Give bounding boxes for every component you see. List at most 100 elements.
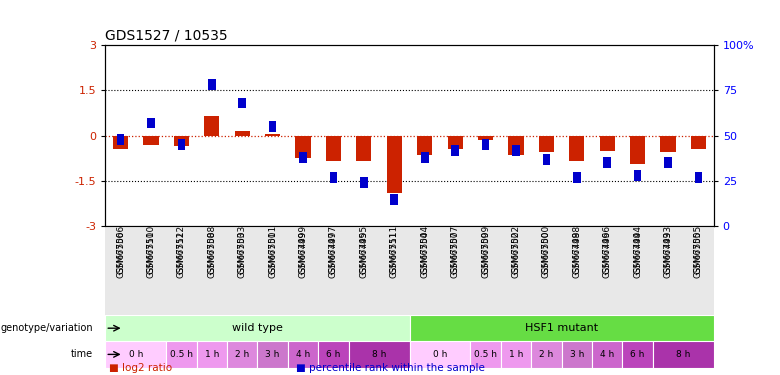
Bar <box>634 170 641 181</box>
Text: GSM67510: GSM67510 <box>147 231 155 278</box>
Text: 4 h: 4 h <box>296 350 310 359</box>
Bar <box>592 341 622 368</box>
Text: GSM67505: GSM67505 <box>694 231 703 278</box>
Text: 3 h: 3 h <box>265 350 280 359</box>
Text: ■ log2 ratio: ■ log2 ratio <box>109 363 172 373</box>
Bar <box>543 154 550 165</box>
Bar <box>269 121 276 132</box>
Text: ■ percentile rank within the sample: ■ percentile rank within the sample <box>296 363 485 373</box>
Bar <box>174 136 189 146</box>
Bar <box>239 98 246 108</box>
Text: genotype/variation: genotype/variation <box>1 323 93 333</box>
Bar <box>197 341 227 368</box>
Bar <box>113 136 128 149</box>
Text: 6 h: 6 h <box>630 350 645 359</box>
Bar <box>296 136 310 158</box>
Text: 4 h: 4 h <box>600 350 615 359</box>
Bar <box>448 136 463 149</box>
Bar <box>630 136 645 164</box>
Text: 3 h: 3 h <box>569 350 584 359</box>
Text: GSM67496: GSM67496 <box>603 231 612 278</box>
Bar <box>288 341 318 368</box>
Bar <box>562 341 592 368</box>
Text: 8 h: 8 h <box>372 350 386 359</box>
Text: GSM67497: GSM67497 <box>329 231 338 278</box>
Text: 2 h: 2 h <box>235 350 250 359</box>
Bar <box>166 341 197 368</box>
Text: GSM67493: GSM67493 <box>664 231 672 278</box>
Bar <box>147 118 154 129</box>
Bar <box>265 134 280 136</box>
Bar <box>512 145 519 156</box>
Bar <box>330 172 337 183</box>
Text: GSM67512: GSM67512 <box>177 231 186 278</box>
Bar <box>478 136 493 140</box>
Text: 1 h: 1 h <box>204 350 219 359</box>
Bar <box>410 315 714 341</box>
Bar <box>653 341 714 368</box>
Bar <box>539 136 554 152</box>
Text: GSM67500: GSM67500 <box>542 231 551 278</box>
Bar <box>326 136 341 161</box>
Bar <box>204 116 219 136</box>
Bar <box>417 136 432 155</box>
Text: 1 h: 1 h <box>509 350 523 359</box>
Bar <box>421 152 428 163</box>
Bar <box>691 136 706 149</box>
Bar <box>470 341 501 368</box>
Bar <box>569 136 584 161</box>
Text: 0.5 h: 0.5 h <box>170 350 193 359</box>
Bar <box>227 341 257 368</box>
Text: GSM67504: GSM67504 <box>420 231 429 278</box>
Text: GSM67508: GSM67508 <box>207 231 216 278</box>
Text: 2 h: 2 h <box>539 350 554 359</box>
Bar <box>509 136 523 155</box>
Text: wild type: wild type <box>232 323 283 333</box>
Text: 0 h: 0 h <box>129 350 143 359</box>
Text: GSM67507: GSM67507 <box>451 231 459 278</box>
Bar <box>410 341 470 368</box>
Text: time: time <box>71 350 93 359</box>
Bar <box>482 140 489 150</box>
Bar <box>531 341 562 368</box>
Bar <box>600 136 615 151</box>
Bar <box>178 140 185 150</box>
Bar <box>356 136 371 161</box>
Bar <box>391 194 398 205</box>
Text: GSM67499: GSM67499 <box>299 231 307 278</box>
Text: GSM67502: GSM67502 <box>512 231 520 278</box>
Bar <box>105 315 410 341</box>
Bar <box>257 341 288 368</box>
Bar <box>318 341 349 368</box>
Text: GSM67495: GSM67495 <box>360 231 368 278</box>
Bar <box>661 136 675 152</box>
Bar <box>349 341 410 368</box>
Text: 6 h: 6 h <box>326 350 341 359</box>
Text: GSM67498: GSM67498 <box>573 231 581 278</box>
Bar <box>300 152 307 163</box>
Bar <box>452 145 459 156</box>
Text: GSM67509: GSM67509 <box>481 231 490 278</box>
Bar <box>501 341 531 368</box>
Text: GSM67501: GSM67501 <box>268 231 277 278</box>
Text: 0.5 h: 0.5 h <box>474 350 497 359</box>
Bar <box>387 136 402 193</box>
Text: GDS1527 / 10535: GDS1527 / 10535 <box>105 28 228 42</box>
Text: 8 h: 8 h <box>676 350 690 359</box>
Bar <box>604 158 611 168</box>
Text: 0 h: 0 h <box>433 350 447 359</box>
Bar <box>573 172 580 183</box>
Bar <box>665 158 672 168</box>
Bar <box>117 134 124 145</box>
Text: GSM67494: GSM67494 <box>633 231 642 278</box>
Bar <box>144 136 158 145</box>
Text: GSM67511: GSM67511 <box>390 231 399 278</box>
Bar <box>695 172 702 183</box>
Bar <box>105 341 166 368</box>
Bar <box>208 80 215 90</box>
Text: GSM67506: GSM67506 <box>116 231 125 278</box>
Bar <box>622 341 653 368</box>
Bar <box>360 177 367 188</box>
Bar <box>235 131 250 136</box>
Text: GSM67503: GSM67503 <box>238 231 246 278</box>
